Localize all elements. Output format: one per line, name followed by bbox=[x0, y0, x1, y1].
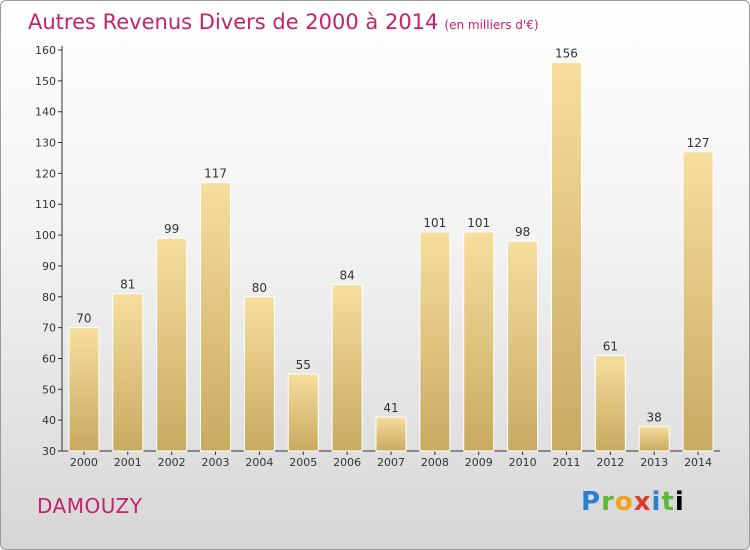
bar bbox=[638, 425, 670, 452]
y-tick-label: 30 bbox=[42, 445, 56, 458]
x-tick-label: 2008 bbox=[421, 456, 449, 469]
chart-title: Autres Revenus Divers de 2000 à 2014 (en … bbox=[28, 10, 539, 34]
data-label: 101 bbox=[423, 216, 446, 230]
logo-letter: r bbox=[601, 487, 615, 517]
x-tick-label: 2013 bbox=[640, 456, 668, 469]
value-labels: 70 81 99 117 80 55 84 41 101 101 98 156 61 38 127 bbox=[76, 46, 709, 424]
y-axis: 30 40 50 60 70 80 90 100 110 120 130 140 150 160 bbox=[35, 44, 63, 458]
y-tick-label: 100 bbox=[35, 229, 56, 242]
y-tick-label: 160 bbox=[35, 44, 56, 57]
data-label: 98 bbox=[515, 225, 530, 239]
logo-letter: t bbox=[661, 487, 675, 517]
data-label: 70 bbox=[76, 312, 91, 326]
y-tick-label: 90 bbox=[42, 260, 56, 273]
x-tick-label: 2004 bbox=[245, 456, 273, 469]
chart-unit: (en milliers d'€) bbox=[444, 18, 539, 32]
y-tick-label: 40 bbox=[42, 414, 56, 427]
y-tick-label: 50 bbox=[42, 383, 56, 396]
x-tick-label: 2000 bbox=[70, 456, 98, 469]
y-tick-label: 70 bbox=[42, 322, 56, 335]
bar bbox=[287, 373, 319, 452]
bar bbox=[507, 240, 539, 452]
x-tick-label: 2011 bbox=[552, 456, 580, 469]
data-label: 84 bbox=[339, 268, 354, 282]
bar bbox=[200, 182, 232, 452]
y-tick-label: 110 bbox=[35, 198, 56, 211]
y-tick-label: 60 bbox=[42, 352, 56, 365]
data-label: 81 bbox=[120, 278, 135, 292]
x-tick-label: 2012 bbox=[596, 456, 624, 469]
x-tick-label: 2007 bbox=[377, 456, 405, 469]
x-tick-label: 2003 bbox=[202, 456, 230, 469]
proxiti-logo: Proxiti bbox=[581, 487, 685, 517]
y-tick-label: 80 bbox=[42, 291, 56, 304]
bar bbox=[594, 354, 626, 452]
bar bbox=[463, 231, 495, 452]
data-label: 101 bbox=[467, 216, 490, 230]
bar bbox=[156, 237, 188, 452]
data-label: 117 bbox=[204, 167, 227, 181]
data-label: 55 bbox=[296, 358, 311, 372]
logo-letter: P bbox=[581, 487, 602, 517]
logo-letter: o bbox=[614, 487, 634, 517]
bar bbox=[243, 296, 275, 452]
data-label: 41 bbox=[383, 401, 398, 415]
x-tick-label: 2001 bbox=[114, 456, 142, 469]
data-label: 99 bbox=[164, 222, 179, 236]
x-tick-label: 2014 bbox=[684, 456, 712, 469]
logo-letter: i bbox=[674, 487, 685, 517]
x-axis: 2000 2001 2002 2003 2004 2005 2006 2007 2008 2009… bbox=[62, 450, 720, 469]
bar bbox=[331, 283, 363, 452]
data-label: 38 bbox=[647, 410, 662, 424]
bar bbox=[682, 151, 714, 452]
data-label: 61 bbox=[603, 339, 618, 353]
bars bbox=[68, 61, 714, 452]
bar bbox=[112, 293, 144, 452]
bar bbox=[68, 327, 100, 452]
x-tick-label: 2006 bbox=[333, 456, 361, 469]
bar bbox=[375, 416, 407, 452]
logo-letter: x bbox=[633, 487, 652, 517]
y-tick-label: 150 bbox=[35, 75, 56, 88]
y-tick-label: 130 bbox=[35, 137, 56, 150]
x-tick-label: 2002 bbox=[158, 456, 186, 469]
bar bbox=[550, 61, 582, 452]
logo-letter: i bbox=[651, 487, 662, 517]
data-label: 127 bbox=[687, 136, 710, 150]
y-tick-label: 140 bbox=[35, 106, 56, 119]
data-label: 80 bbox=[252, 281, 267, 295]
data-label: 156 bbox=[555, 46, 578, 60]
commune-name: DAMOUZY bbox=[37, 494, 143, 518]
bar bbox=[419, 231, 451, 452]
x-tick-label: 2010 bbox=[509, 456, 537, 469]
x-tick-label: 2009 bbox=[465, 456, 493, 469]
x-tick-label: 2005 bbox=[289, 456, 317, 469]
chart-title-text: Autres Revenus Divers de 2000 à 2014 bbox=[28, 10, 439, 34]
y-tick-label: 120 bbox=[35, 167, 56, 180]
